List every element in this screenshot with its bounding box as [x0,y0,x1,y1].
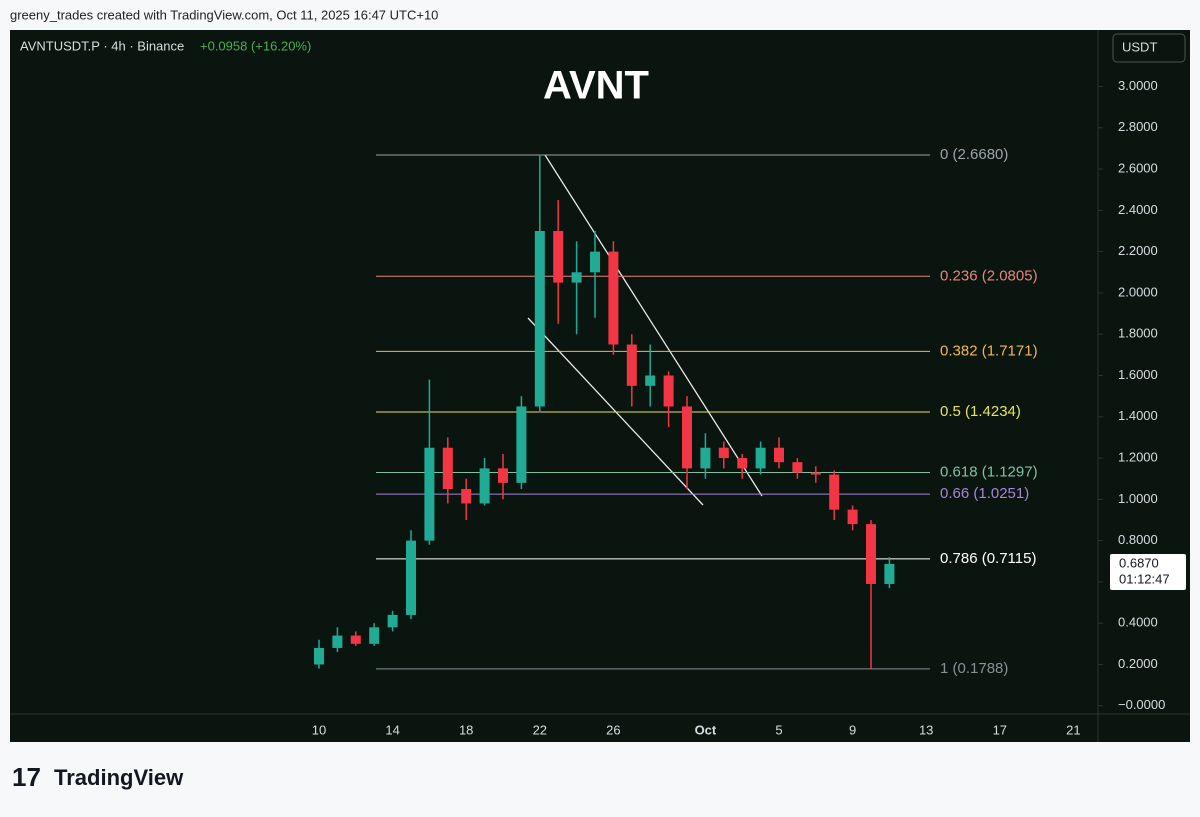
x-tick-label: 26 [606,722,620,737]
candle-body [461,489,472,504]
brand: TradingView [54,765,184,790]
symbol: AVNTUSDT.P · 4h · Binance [20,38,184,53]
last-price-box [1110,553,1186,590]
x-tick-label: 21 [1066,722,1080,737]
candle-body [479,468,490,504]
change: +0.0958 (+16.20%) [200,38,311,53]
y-tick-label: 1.6000 [1118,367,1158,382]
candle-body [553,231,564,283]
countdown: 01:12:47 [1119,571,1170,586]
logo-mark: 17 [12,762,41,792]
y-tick-label: 1.8000 [1118,326,1158,341]
y-tick-label: 1.0000 [1118,491,1158,506]
x-tick-label: 13 [919,722,933,737]
x-tick-label: 18 [459,722,473,737]
x-tick-label: 17 [993,722,1007,737]
y-tick-label: 0.8000 [1118,532,1158,547]
y-tick-label: 1.2000 [1118,449,1158,464]
candle-body [424,447,435,541]
candle-body [847,509,858,525]
candle-body [571,272,582,283]
x-tick-label: 22 [533,722,547,737]
candle-body [498,468,508,483]
candle-body [755,447,766,469]
currency[interactable]: USDT [1122,39,1157,54]
candle-body [590,251,600,273]
credit: greeny_trades created with TradingView.c… [10,7,438,22]
candle-body [810,472,821,475]
candle-body [626,344,637,386]
fib-label: 0.382 (1.7171) [940,342,1038,359]
channel-line [544,154,763,497]
candle-body [516,406,527,483]
candle-body [645,375,656,386]
candle-body [884,563,895,584]
candle-body [314,647,324,665]
y-tick-label: 0.4000 [1118,615,1158,630]
candle-body [442,447,453,490]
candle-body [534,231,545,407]
y-tick-label: 2.8000 [1118,119,1158,134]
chart-panel [10,30,1190,742]
fib-label: 0 (2.6680) [940,146,1008,163]
candle-body [866,524,876,584]
fib-label: 0.618 (1.1297) [940,464,1038,481]
currency-button[interactable] [1112,33,1186,63]
candle-body [792,462,803,473]
fib-label: 0.236 (2.0805) [940,267,1038,284]
candle-body [608,251,619,345]
candle-body [332,635,343,648]
x-tick-label: 5 [775,722,782,737]
candle-body [350,635,361,644]
y-tick-label: 1.4000 [1118,408,1158,423]
x-tick-label: 9 [849,722,856,737]
fib-label: 0.66 (1.0251) [940,485,1029,502]
y-tick-label: 2.0000 [1118,284,1158,299]
candle-body [700,447,711,469]
y-tick-label: −0.0000 [1118,697,1165,712]
candle-body [387,614,398,628]
candle-body [682,406,692,469]
candle-body [663,375,674,407]
candle-body [406,540,416,615]
y-tick-label: 0.2000 [1118,656,1158,671]
candle-body [829,474,840,510]
x-tick-label: Oct [695,722,717,737]
chart-title: AVNT [543,64,649,108]
fib-label: 1 (0.1788) [940,660,1008,677]
fib-label: 0.5 (1.4234) [940,403,1021,420]
x-tick-label: 10 [312,722,326,737]
y-tick-label: 2.2000 [1118,243,1158,258]
y-tick-label: 2.4000 [1118,202,1158,217]
plot: 3.0000 2.8000 2.6000 2.4000 2.2000 2.0000 1.80… [312,78,1186,737]
candle-body [737,458,748,469]
fib-label: 0.786 (0.7115) [940,550,1036,567]
candle-body [718,447,729,459]
candle-body [774,447,784,463]
y-tick-label: 3.0000 [1118,78,1158,93]
last-price: 0.6870 [1119,555,1159,570]
x-tick-label: 14 [385,722,399,737]
y-tick-label: 2.6000 [1118,161,1158,176]
candle-body [369,627,380,644]
